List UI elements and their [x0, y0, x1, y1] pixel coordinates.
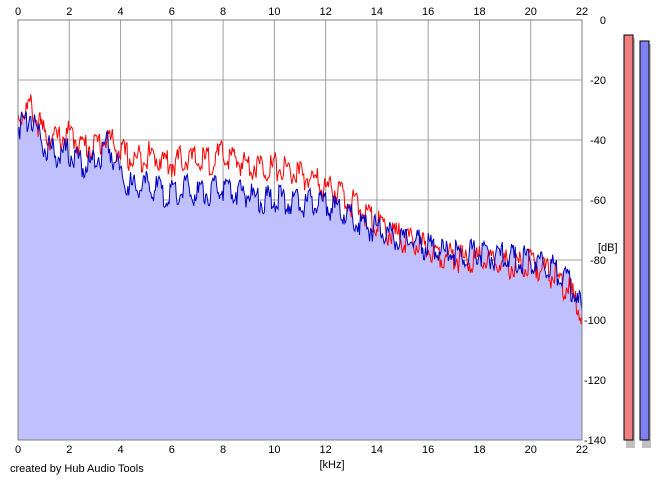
- level-meter-0: [623, 34, 634, 441]
- plot-frame: [17, 19, 583, 441]
- x-tick-top-8: 8: [220, 6, 226, 18]
- x-tick-top-10: 10: [268, 6, 280, 18]
- y-tick--140: -140: [584, 435, 606, 447]
- x-tick-bottom-22: 22: [576, 444, 588, 456]
- level-meters: [623, 34, 651, 448]
- x-tick-labels-bottom: 0 2 4 6 8 10 12 14 16 18 20 22: [15, 444, 588, 456]
- x-tick-bottom-16: 16: [422, 444, 434, 456]
- x-tick-bottom-14: 14: [371, 444, 383, 456]
- x-tick-top-12: 12: [320, 6, 332, 18]
- x-tick-bottom-8: 8: [220, 444, 226, 456]
- y-tick-labels: 0 -20 -40 -60 -80 -100 -120 -140: [584, 15, 606, 447]
- x-tick-bottom-4: 4: [117, 444, 123, 456]
- series-line-0: [17, 94, 583, 325]
- y-tick--100: -100: [584, 315, 606, 327]
- x-tick-top-0: 0: [15, 6, 21, 18]
- y-tick-0: 0: [600, 15, 606, 27]
- spectrum-lines: [17, 94, 583, 325]
- x-tick-bottom-20: 20: [525, 444, 537, 456]
- x-tick-top-16: 16: [422, 6, 434, 18]
- x-tick-bottom-12: 12: [320, 444, 332, 456]
- spectrum-area: [18, 111, 582, 440]
- y-tick--60: -60: [590, 195, 606, 207]
- x-tick-bottom-0: 0: [15, 444, 21, 456]
- x-tick-top-14: 14: [371, 6, 383, 18]
- x-tick-bottom-18: 18: [473, 444, 485, 456]
- series-area-1: [18, 111, 582, 440]
- x-tick-top-2: 2: [66, 6, 72, 18]
- level-meter-1: [639, 40, 650, 441]
- x-tick-labels-top: 0 2 4 6 8 10 12 14 16 18 20 22: [15, 6, 588, 18]
- x-tick-top-22: 22: [576, 6, 588, 18]
- y-tick--80: -80: [590, 255, 606, 267]
- y-tick--20: -20: [590, 75, 606, 87]
- x-tick-bottom-2: 2: [66, 444, 72, 456]
- x-unit-label: [kHz]: [319, 459, 344, 471]
- y-unit-label: [dB]: [598, 242, 618, 254]
- x-tick-top-20: 20: [525, 6, 537, 18]
- series-line-1: [17, 111, 583, 312]
- credit-text: created by Hub Audio Tools: [10, 463, 144, 475]
- x-tick-top-4: 4: [117, 6, 123, 18]
- x-tick-bottom-6: 6: [169, 444, 175, 456]
- y-tick--40: -40: [590, 135, 606, 147]
- x-tick-top-18: 18: [473, 6, 485, 18]
- x-tick-bottom-10: 10: [268, 444, 280, 456]
- x-tick-top-6: 6: [169, 6, 175, 18]
- y-tick--120: -120: [584, 375, 606, 387]
